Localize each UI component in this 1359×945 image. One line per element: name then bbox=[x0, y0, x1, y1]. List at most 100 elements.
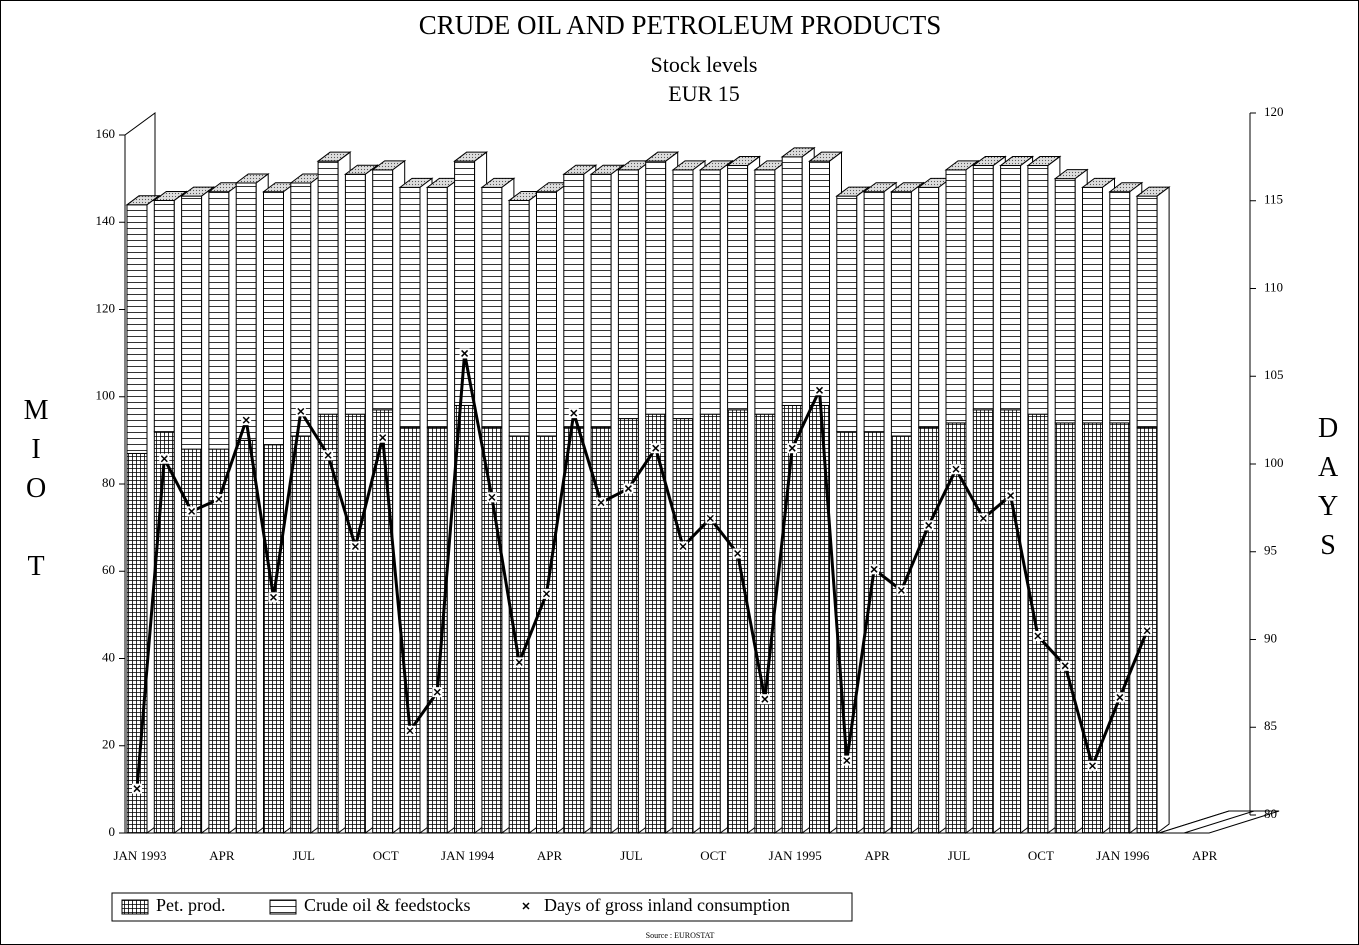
marker-x bbox=[815, 386, 824, 394]
marker-x bbox=[1061, 662, 1069, 670]
marker bbox=[623, 483, 634, 494]
bar-segment bbox=[1109, 422, 1131, 834]
marker-x bbox=[897, 586, 905, 594]
marker bbox=[405, 725, 415, 736]
marker-x bbox=[133, 785, 141, 793]
bar-segment bbox=[1027, 413, 1049, 834]
legend-label: Pet. prod. bbox=[156, 895, 226, 915]
bar-segment bbox=[1000, 409, 1022, 834]
bar-segment bbox=[372, 409, 394, 834]
marker-x bbox=[542, 590, 551, 598]
bar-side bbox=[1156, 186, 1170, 834]
marker bbox=[1005, 490, 1016, 501]
x-tick-label: JAN 1995 bbox=[769, 848, 822, 863]
bar-segment bbox=[617, 169, 639, 420]
marker bbox=[923, 520, 934, 531]
marker bbox=[486, 492, 497, 503]
marker bbox=[159, 453, 170, 464]
y-tick-label: 100 bbox=[96, 388, 116, 403]
x-tick-label: APR bbox=[209, 848, 235, 863]
bar-segment bbox=[208, 191, 230, 450]
marker-x bbox=[188, 507, 196, 515]
bar-segment bbox=[454, 404, 476, 834]
bar-segment bbox=[699, 413, 721, 834]
marker bbox=[568, 408, 579, 419]
y2-tick-label: 85 bbox=[1264, 718, 1277, 733]
x-tick-label: JAN 1993 bbox=[113, 848, 166, 863]
marker-x bbox=[1116, 693, 1124, 701]
marker bbox=[814, 385, 825, 396]
marker bbox=[1087, 760, 1098, 771]
x-tick-label: JAN 1994 bbox=[441, 848, 495, 863]
bar-segment bbox=[754, 169, 776, 415]
y-tick-label: 0 bbox=[109, 824, 116, 839]
x-tick-label: OCT bbox=[700, 848, 726, 863]
bar-segment bbox=[699, 169, 721, 415]
y2-tick-label: 90 bbox=[1264, 630, 1277, 645]
bar-segment bbox=[1000, 165, 1022, 411]
marker-x bbox=[215, 495, 223, 503]
y-tick-label: 140 bbox=[96, 213, 116, 228]
marker bbox=[295, 406, 306, 417]
y2-tick-label: 100 bbox=[1264, 455, 1284, 470]
marker-x bbox=[269, 593, 278, 601]
y-tick-label: 40 bbox=[102, 649, 115, 664]
marker-x bbox=[379, 434, 387, 442]
marker-x bbox=[734, 549, 742, 558]
bar-segment bbox=[918, 186, 940, 428]
bar-segment bbox=[1109, 191, 1131, 424]
marker-x bbox=[952, 465, 960, 473]
chart-subtitle: Stock levels bbox=[651, 52, 758, 77]
marker bbox=[350, 541, 361, 552]
bar-segment bbox=[890, 435, 912, 834]
bar-segment bbox=[153, 199, 175, 433]
bar-segment bbox=[290, 182, 312, 437]
bar-segment bbox=[1054, 178, 1076, 424]
marker bbox=[732, 548, 743, 559]
bar-segment bbox=[399, 186, 421, 428]
bar-segment bbox=[399, 426, 421, 834]
marker-x bbox=[570, 409, 578, 417]
marker bbox=[1142, 625, 1153, 636]
marker bbox=[759, 694, 770, 705]
y2-axis-label: DAYS bbox=[1313, 413, 1344, 569]
marker bbox=[323, 450, 334, 461]
y2-tick-label: 115 bbox=[1264, 192, 1283, 207]
line bbox=[135, 353, 1149, 789]
bar-segment bbox=[426, 186, 448, 428]
marker-x bbox=[1088, 762, 1097, 770]
marker-x bbox=[925, 521, 933, 529]
marker-x bbox=[652, 444, 660, 452]
bar-segment bbox=[563, 173, 585, 428]
bar-segment bbox=[126, 204, 148, 454]
y-tick-label: 60 bbox=[102, 562, 115, 577]
x-tick-label: APR bbox=[864, 848, 890, 863]
marker bbox=[186, 506, 197, 517]
bar-segment bbox=[672, 169, 694, 420]
source-note: Source : EUROSTAT bbox=[646, 931, 715, 940]
bar-segment bbox=[972, 165, 994, 411]
y-tick-label: 160 bbox=[96, 126, 116, 141]
x-tick-label: JUL bbox=[620, 848, 642, 863]
y2-tick-label: 95 bbox=[1264, 543, 1277, 558]
y-axis-label: MIO T bbox=[21, 395, 52, 590]
marker bbox=[514, 657, 525, 668]
bar-segment bbox=[317, 160, 339, 415]
bar-segment bbox=[945, 169, 967, 424]
bar-segment bbox=[781, 156, 803, 406]
legend-label: Days of gross inland consumption bbox=[544, 895, 790, 915]
marker bbox=[978, 513, 989, 524]
marker-x bbox=[297, 407, 305, 415]
bar-segment bbox=[508, 199, 530, 437]
bar-segment bbox=[181, 195, 203, 450]
legend-label: Crude oil & feedstocks bbox=[304, 895, 470, 915]
x-tick-label: OCT bbox=[1028, 848, 1054, 863]
marker bbox=[705, 513, 716, 524]
y-tick-label: 20 bbox=[102, 737, 115, 752]
marker-x bbox=[761, 695, 769, 703]
legend-swatch bbox=[121, 899, 149, 915]
marker bbox=[896, 585, 907, 596]
marker-x bbox=[979, 514, 987, 522]
bar-segment bbox=[536, 191, 557, 437]
